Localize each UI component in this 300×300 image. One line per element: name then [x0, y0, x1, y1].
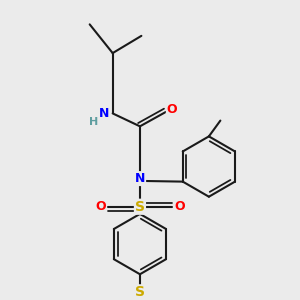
Text: N: N	[135, 172, 145, 185]
Text: O: O	[174, 200, 185, 213]
Text: N: N	[99, 107, 109, 120]
Text: H: H	[89, 117, 99, 127]
Text: O: O	[167, 103, 177, 116]
Text: O: O	[95, 200, 106, 213]
Text: S: S	[135, 200, 145, 214]
Text: S: S	[135, 285, 145, 299]
